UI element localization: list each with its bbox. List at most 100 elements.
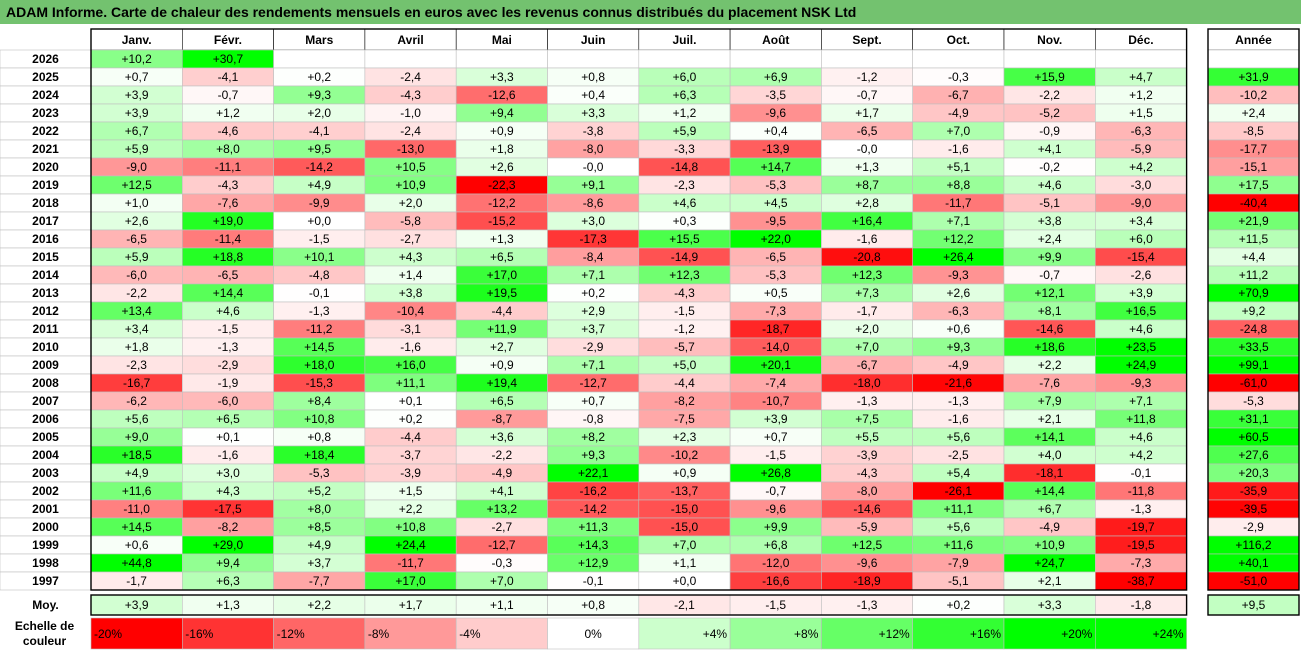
cell-value: -1,2 — [857, 70, 878, 84]
cell-value: -9,6 — [857, 556, 878, 570]
cell-value: +4,3 — [399, 250, 423, 264]
cell-value: +18,4 — [304, 448, 335, 462]
cell-value: -2,9 — [218, 358, 239, 372]
cell-value: -7,6 — [218, 196, 239, 210]
cell-value: +3,9 — [125, 88, 149, 102]
cell-value: -8,0 — [857, 484, 878, 498]
scale-stop-label: -4% — [459, 627, 481, 641]
year-label: 2007 — [32, 394, 59, 408]
cell-value: +0,2 — [399, 412, 423, 426]
column-header: Févr. — [214, 33, 242, 47]
annual-value: -39,5 — [1240, 502, 1268, 516]
cell-value: -21,6 — [945, 376, 973, 390]
cell-value: +18,8 — [213, 250, 244, 264]
cell-value: +11,1 — [396, 376, 426, 390]
cell-value: -1,9 — [218, 376, 239, 390]
cell-value: +8,7 — [855, 178, 879, 192]
cell-value: +19,0 — [213, 214, 244, 228]
cell-value: -2,4 — [400, 124, 421, 138]
scale-swatch — [1003, 617, 1096, 650]
cell-value: +3,3 — [490, 70, 514, 84]
cell-value: -10,7 — [762, 394, 790, 408]
cell-value: -14,2 — [306, 160, 334, 174]
cell-value: +26,4 — [943, 250, 974, 264]
cell-value: -3,5 — [765, 88, 786, 102]
cell-value: -1,6 — [948, 142, 969, 156]
cell-value: +3,9 — [1129, 286, 1153, 300]
cell-value: +6,0 — [1129, 232, 1153, 246]
cell-value: +12,5 — [121, 178, 152, 192]
cell-value: -1,6 — [218, 448, 239, 462]
cell-value: +11,3 — [578, 520, 608, 534]
cell-value: -1,5 — [674, 304, 695, 318]
cell-value: -2,5 — [948, 448, 969, 462]
year-label: 2026 — [32, 52, 59, 66]
average-value: +0,8 — [581, 598, 605, 612]
cell-value: +0,1 — [216, 430, 240, 444]
year-label: 2024 — [32, 88, 59, 102]
cell-value: +4,9 — [307, 178, 331, 192]
average-value: +1,7 — [399, 598, 423, 612]
cell-value: +4,6 — [1038, 178, 1062, 192]
cell-value: +8,0 — [307, 502, 331, 516]
heatmap-cell — [821, 49, 914, 69]
annual-value: +31,1 — [1238, 412, 1269, 426]
cell-value: -1,7 — [126, 574, 147, 588]
cell-value: +10,8 — [395, 520, 426, 534]
cell-value: -0,1 — [583, 574, 604, 588]
cell-value: -0,8 — [583, 412, 604, 426]
cell-value: +1,5 — [1129, 106, 1153, 120]
heatmap-cell — [455, 49, 548, 69]
cell-value: +14,1 — [1034, 430, 1065, 444]
cell-value: +1,0 — [125, 196, 149, 210]
cell-value: -15,2 — [488, 214, 516, 228]
cell-value: +10,2 — [121, 52, 152, 66]
cell-value: -20,8 — [853, 250, 881, 264]
cell-value: -2,7 — [400, 232, 421, 246]
cell-value: +3,6 — [490, 430, 514, 444]
cell-value: -4,9 — [948, 358, 969, 372]
cell-value: +5,9 — [125, 250, 149, 264]
cell-value: +24,9 — [1126, 358, 1157, 372]
cell-value: +16,5 — [1126, 304, 1157, 318]
cell-value: +12,2 — [943, 232, 974, 246]
cell-value: -5,8 — [400, 214, 421, 228]
cell-value: +0,0 — [307, 214, 331, 228]
cell-value: -6,2 — [126, 394, 147, 408]
cell-value: +6,3 — [673, 88, 697, 102]
cell-value: -5,3 — [765, 178, 786, 192]
cell-value: -5,3 — [765, 268, 786, 282]
cell-value: -4,3 — [218, 178, 239, 192]
cell-value: -14,8 — [671, 160, 699, 174]
cell-value: +5,5 — [855, 430, 879, 444]
cell-value: +4,6 — [673, 196, 697, 210]
cell-value: +3,8 — [1038, 214, 1062, 228]
cell-value: +44,8 — [121, 556, 152, 570]
cell-value: -5,9 — [857, 520, 878, 534]
cell-value: -1,6 — [857, 232, 878, 246]
cell-value: +0,6 — [125, 538, 149, 552]
cell-value: +2,0 — [399, 196, 423, 210]
cell-value: -10,2 — [671, 448, 699, 462]
cell-value: +16,0 — [395, 358, 426, 372]
cell-value: +0,8 — [581, 70, 605, 84]
cell-value: +14,4 — [1034, 484, 1065, 498]
cell-value: -2,9 — [583, 340, 604, 354]
cell-value: +4,9 — [307, 538, 331, 552]
cell-value: -11,7 — [945, 196, 972, 210]
cell-value: +12,5 — [852, 538, 883, 552]
cell-value: +9,3 — [307, 88, 331, 102]
cell-value: -1,3 — [1131, 502, 1152, 516]
year-label: 2006 — [32, 412, 59, 426]
cell-value: -11,2 — [306, 322, 333, 336]
cell-value: +4,9 — [125, 466, 149, 480]
cell-value: -2,4 — [400, 70, 421, 84]
cell-value: -8,2 — [674, 394, 695, 408]
scale-stop-label: -20% — [94, 627, 122, 641]
cell-value: +0,9 — [673, 466, 697, 480]
cell-value: -5,1 — [948, 574, 969, 588]
column-header: Oct. — [947, 33, 970, 47]
annual-value: -40,4 — [1240, 196, 1268, 210]
annual-value: +11,2 — [1239, 268, 1269, 282]
cell-value: -14,6 — [1036, 322, 1064, 336]
